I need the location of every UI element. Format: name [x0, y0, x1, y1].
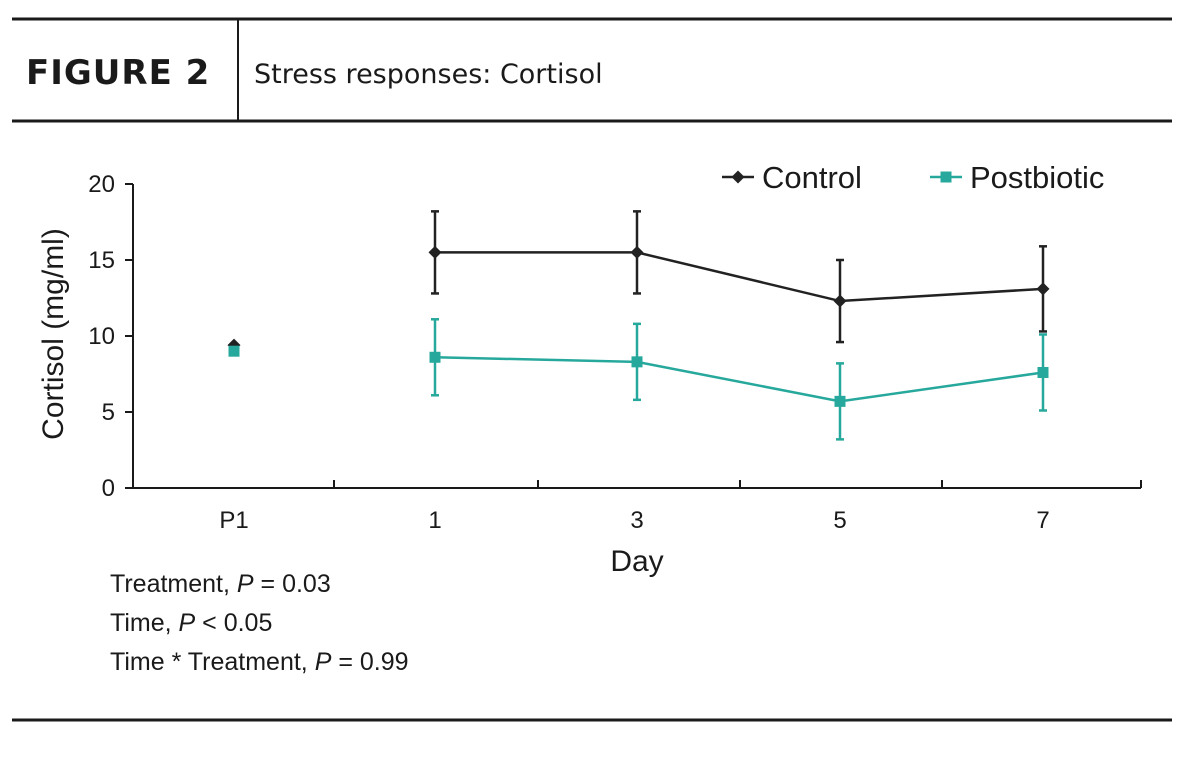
data-point	[228, 345, 240, 357]
y-axis-title: Cortisol (mg/ml)	[37, 228, 70, 440]
series-control	[227, 210, 1050, 352]
stat-time: Time, P < 0.05	[110, 609, 272, 637]
x-tick-label: 3	[630, 507, 643, 534]
data-point	[630, 245, 644, 259]
x-tick-label: 7	[1036, 507, 1049, 534]
data-point	[428, 245, 442, 259]
y-tick-label: 15	[88, 247, 115, 274]
axes: 0 5 10 15 20 P1 1 3 5 7 Day Cortisol (mg/ml)	[37, 171, 1142, 578]
series-line	[435, 251, 1044, 303]
legend-marker	[940, 171, 952, 183]
stat-treatment: Treatment, P = 0.03	[110, 570, 331, 598]
figure-label: FIGURE 2	[26, 53, 210, 93]
data-point	[834, 395, 846, 407]
x-tick-label: 5	[833, 507, 846, 534]
legend-marker	[731, 170, 745, 184]
series-postbiotic	[228, 318, 1049, 441]
data-point	[833, 294, 847, 308]
y-tick-label: 10	[88, 323, 115, 350]
stat-interaction: Time * Treatment, P = 0.99	[110, 648, 409, 676]
legend-label: Postbiotic	[970, 160, 1104, 195]
data-point	[631, 356, 643, 368]
data-point	[1037, 366, 1049, 378]
y-tick-label: 5	[102, 399, 115, 426]
series-line	[434, 356, 1044, 403]
legend: Control Postbiotic	[722, 160, 1104, 195]
figure-title: Stress responses: Cortisol	[254, 59, 603, 90]
stats-notes: Treatment, P = 0.03 Time, P < 0.05 Time …	[110, 570, 409, 676]
y-tick-label: 0	[102, 475, 115, 502]
y-tick-label: 20	[88, 171, 115, 198]
data-point	[1036, 282, 1050, 296]
x-tick-label: P1	[219, 507, 248, 534]
series-layer	[227, 210, 1050, 441]
data-point	[429, 351, 441, 363]
line-chart: 0 5 10 15 20 P1 1 3 5 7 Day Cortisol (mg/ml) Contro…	[37, 160, 1142, 578]
x-axis-title: Day	[610, 545, 663, 578]
x-tick-label: 1	[428, 507, 441, 534]
legend-label: Control	[762, 160, 862, 195]
